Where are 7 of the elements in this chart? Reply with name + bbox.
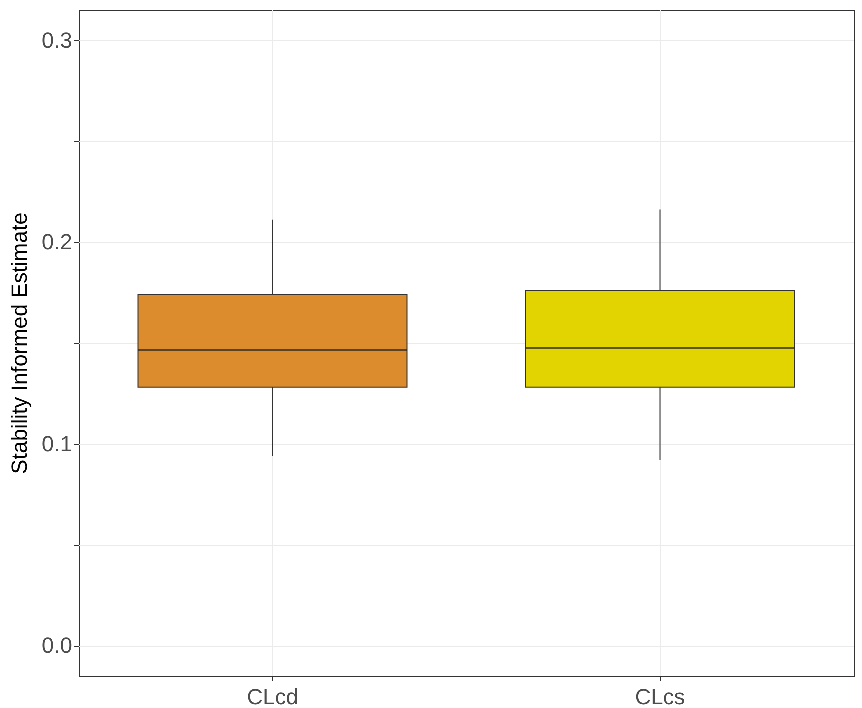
y-tick-label: 0.3 bbox=[42, 28, 72, 53]
y-tick-label: 0.1 bbox=[42, 431, 72, 456]
x-tick-label: CLcs bbox=[635, 684, 686, 708]
y-tick-label: 0.0 bbox=[42, 633, 72, 658]
x-tick-label: CLcd bbox=[247, 684, 298, 708]
y-tick-label: 0.2 bbox=[42, 230, 72, 255]
y-axis-title: Stability Informed Estimate bbox=[6, 212, 32, 474]
